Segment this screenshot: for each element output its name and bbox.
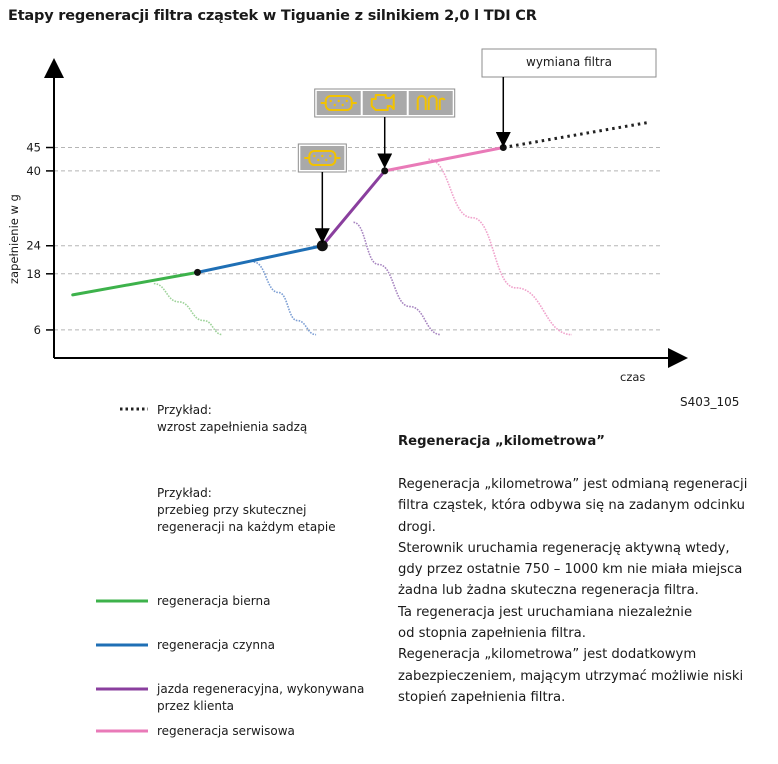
callout-icons-group [314,88,456,118]
filter-icon [300,146,345,170]
legend-item-driving-line1: jazda regeneracyjna, wykonywana [157,682,365,696]
y-tick-label: 40 [26,164,41,178]
article-line: drogi. [398,519,436,535]
figure-code: S403_105 [680,395,739,409]
junction-point [194,268,202,276]
x-axis-label: czas [620,370,645,384]
series-segment [71,270,200,297]
legend-example-growth-line2: wzrost zapełnienia sadzą [157,420,308,434]
legend-example-regeneration: Przykład: przebieg przy skutecznej regen… [157,485,336,536]
filter-replacement-label: wymiana filtra [526,55,612,69]
legend-example-growth-line1: Przykład: [157,403,212,417]
article-line: od stopnia zapełnienia filtra. [398,626,586,642]
article-line: zabezpieczeniem, mającym utrzymać możliw… [398,668,744,684]
legend-item-active: regeneracja czynna [157,638,275,652]
article: Regeneracja „kilometrowa” [398,431,758,452]
regeneration-curve [153,282,223,336]
regeneration-curve [428,158,572,336]
series-segment [320,169,387,248]
filter-icon [316,91,361,115]
y-tick-label: 24 [26,239,41,253]
series-segment [196,244,324,274]
series-segment [383,146,505,173]
y-tick-label: 6 [34,323,41,337]
y-axis-label: zapełnienie w g [7,194,21,284]
series-segment [503,121,648,149]
legend-example-regeneration-line2: przebieg przy skutecznej [157,503,307,517]
junction-point [316,240,328,252]
article-line: Ta regeneracja jest uruchamiana niezależ… [398,604,693,620]
legend-item-passive: regeneracja bierna [157,594,271,608]
legend-item-driving-line2: przez klienta [157,699,235,713]
regeneration-curve [253,261,317,336]
page-title: Etapy regeneracji filtra cząstek w Tigua… [8,8,537,24]
y-tick-label: 18 [26,267,41,281]
engine-icon [362,91,407,115]
regeneration-curve [353,221,442,336]
legend-item-driving: jazda regeneracyjna, wykonywana przez kl… [157,681,364,715]
glow-plug-icon [408,91,453,115]
article-line: Sterownik uruchamia regenerację aktywną … [398,540,730,556]
filter-replacement-callout: wymiana filtra [481,48,657,78]
article-line: żadna lub żadna skuteczna regeneracja fi… [398,583,699,599]
junction-point [499,144,507,152]
legend-example-regeneration-line1: Przykład: [157,486,212,500]
y-tick-label: 45 [26,141,41,155]
callout-icon-box [297,143,347,173]
legend-example-regeneration-line3: regeneracji na każdym etapie [157,520,336,534]
junction-point [381,167,389,175]
article-body: Regeneracja „kilometrowa” jest odmianą r… [398,474,758,708]
article-line: Regeneracja „kilometrowa” jest dodatkowy… [398,647,697,663]
legend-item-service: regeneracja serwisowa [157,724,295,738]
article-line: stopień zapełnienia filtra. [398,689,566,705]
article-heading: Regeneracja „kilometrowa” [398,434,605,449]
article-line: gdy przez ostatnie 750 – 1000 km nie mia… [398,562,743,578]
article-line: Regeneracja „kilometrowa” jest odmianą r… [398,477,748,492]
article-line: filtra cząstek, która odbywa się na zada… [398,498,745,514]
legend-example-growth: Przykład: wzrost zapełnienia sadzą [157,402,307,436]
